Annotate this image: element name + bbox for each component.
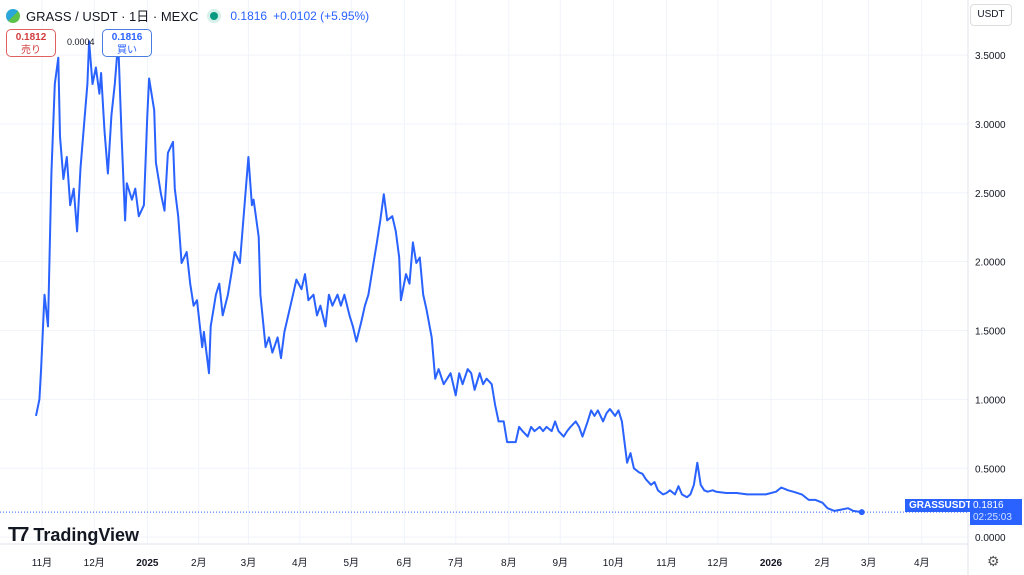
- market-status-icon: [210, 11, 219, 20]
- header-change: +0.0102 (+5.95%): [273, 8, 370, 23]
- tradingview-mark-icon: T7: [8, 524, 29, 546]
- y-tick-label: 3.0000: [975, 120, 1006, 131]
- last-price-value: 0.1816: [973, 500, 1004, 511]
- y-tick-label: 2.5000: [975, 189, 1006, 200]
- y-tick-label: 1.5000: [975, 327, 1006, 338]
- x-tick-label: 12月: [84, 557, 105, 569]
- settings-gear-icon[interactable]: ⚙: [987, 553, 1000, 569]
- x-tick-label: 11月: [656, 557, 676, 569]
- y-tick-label: 1.0000: [975, 395, 1006, 406]
- buy-label: 買い: [117, 45, 137, 56]
- x-tick-label: 9月: [552, 557, 568, 569]
- x-tick-label: 2025: [136, 558, 159, 569]
- x-tick-label: 12月: [707, 557, 728, 569]
- x-tick-label: 5月: [343, 557, 359, 569]
- sell-button[interactable]: 0.1812 売り: [6, 29, 56, 57]
- x-tick-label: 2月: [815, 557, 831, 569]
- y-tick-label: 0.0000: [975, 533, 1006, 544]
- x-tick-label: 3月: [861, 557, 877, 569]
- brand-name: TradingView: [33, 525, 140, 545]
- currency-selector[interactable]: USDT: [970, 4, 1012, 26]
- sell-price: 0.1812: [15, 32, 47, 43]
- buy-price: 0.1816: [111, 32, 143, 43]
- y-tick-label: 2.0000: [975, 258, 1006, 269]
- x-tick-label: 11月: [32, 557, 52, 569]
- x-tick-label: 7月: [448, 557, 464, 569]
- x-tick-label: 2月: [191, 557, 207, 569]
- x-tick-label: 4月: [292, 557, 308, 569]
- x-tick-label: 8月: [501, 557, 517, 569]
- x-tick-label: 6月: [397, 557, 413, 569]
- price-line-series: [35, 40, 862, 514]
- tradingview-logo[interactable]: T7 TradingView: [8, 524, 139, 547]
- x-tick-label: 3月: [241, 557, 257, 569]
- buy-button[interactable]: 0.1816 買い: [102, 29, 152, 57]
- x-tick-label: 2026: [760, 558, 783, 569]
- spread-value: 0.0004: [67, 37, 95, 47]
- symbol-title[interactable]: GRASS / USDT · 1日 · MEXC: [26, 9, 199, 24]
- y-tick-label: 3.5000: [975, 51, 1006, 62]
- grass-logo-icon: [6, 8, 20, 23]
- x-tick-label: 4月: [914, 557, 930, 569]
- chart-header: GRASS / USDT · 1日 · MEXC 0.1816 +0.0102 …: [6, 6, 369, 25]
- bar-countdown: 02:25:03: [973, 512, 1012, 523]
- x-tick-label: 10月: [603, 557, 624, 569]
- sell-label: 売り: [21, 45, 41, 56]
- last-price-label: 0.1816 02:25:03: [970, 499, 1022, 525]
- header-price: 0.1816: [230, 8, 268, 23]
- y-tick-label: 0.5000: [975, 464, 1006, 475]
- last-price-dot: [858, 509, 865, 516]
- symbol-price-label: GRASSUSDT: [905, 499, 976, 512]
